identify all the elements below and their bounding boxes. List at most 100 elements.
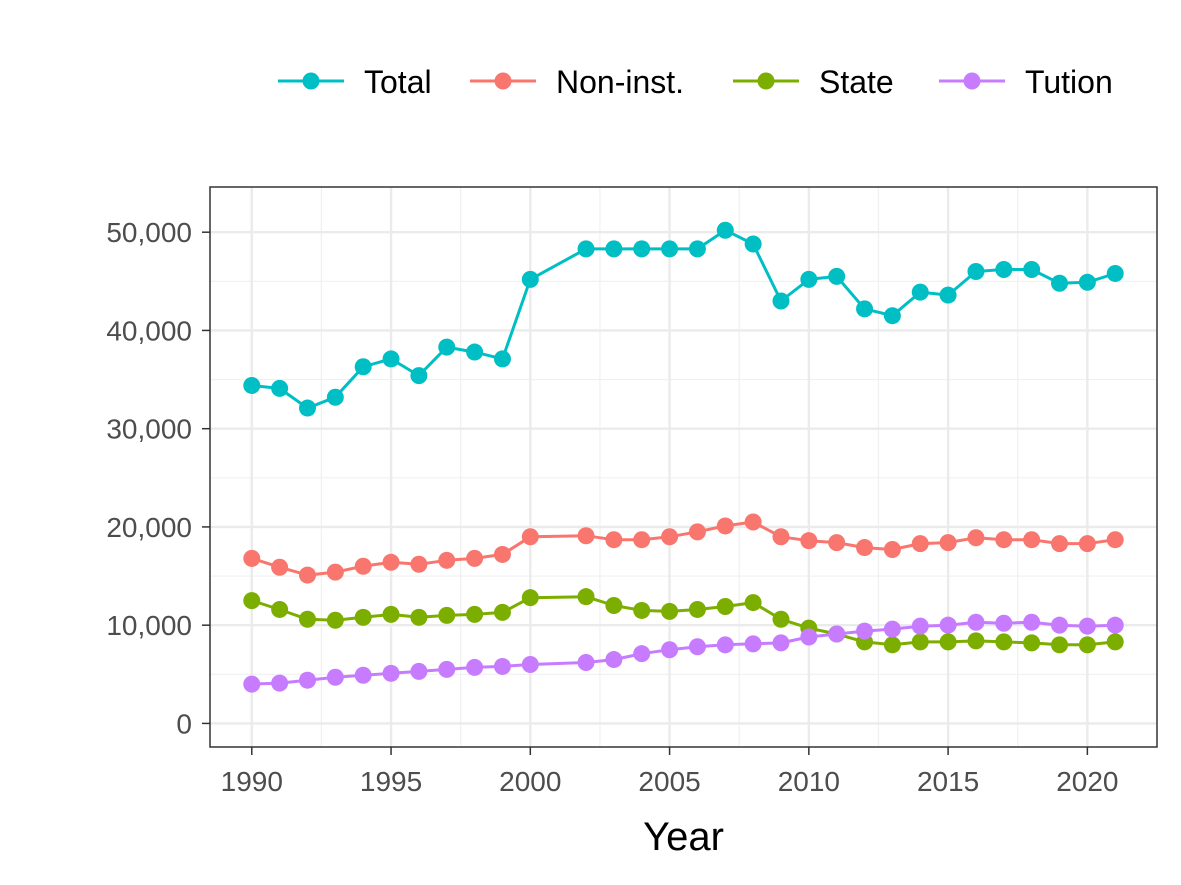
- data-point-tution-2019: [1051, 616, 1069, 634]
- x-tick-label: 2005: [638, 766, 700, 797]
- data-point-state-2000: [521, 589, 539, 607]
- data-point-non-inst-1999: [493, 545, 511, 563]
- data-point-total-2003: [605, 240, 623, 258]
- data-point-non-inst-1995: [382, 553, 400, 571]
- data-point-tution-1994: [354, 666, 372, 684]
- data-point-tution-2012: [856, 622, 874, 640]
- data-point-tution-2003: [605, 651, 623, 669]
- data-point-tution-2021: [1106, 616, 1124, 634]
- data-point-non-inst-2010: [800, 532, 818, 550]
- data-point-non-inst-2017: [995, 531, 1013, 549]
- data-point-total-2014: [911, 283, 929, 301]
- data-point-tution-2016: [967, 613, 985, 631]
- data-point-non-inst-2018: [1023, 531, 1041, 549]
- series-non-inst: [243, 513, 1124, 584]
- legend-key-point: [494, 72, 512, 90]
- legend-item-non-inst: Non-inst.: [470, 64, 684, 100]
- legend-key-point: [963, 72, 981, 90]
- legend-item-tution: Tution: [939, 64, 1113, 100]
- x-tick-label: 1995: [360, 766, 422, 797]
- data-point-tution-1997: [438, 660, 456, 678]
- data-point-non-inst-2019: [1051, 535, 1069, 553]
- data-point-state-1995: [382, 605, 400, 623]
- x-tick-label: 2000: [499, 766, 561, 797]
- data-point-non-inst-2015: [939, 534, 957, 552]
- data-point-total-1992: [298, 399, 316, 417]
- data-point-non-inst-2009: [772, 528, 790, 546]
- data-point-non-inst-2004: [633, 531, 651, 549]
- legend-label: Tution: [1025, 64, 1113, 100]
- series-layer: [243, 221, 1124, 693]
- data-point-total-1996: [410, 367, 428, 385]
- data-point-state-2014: [911, 633, 929, 651]
- data-point-non-inst-2013: [883, 541, 901, 559]
- data-point-state-1998: [466, 605, 484, 623]
- data-point-state-2017: [995, 633, 1013, 651]
- data-point-state-2020: [1078, 636, 1096, 654]
- data-point-total-1998: [466, 343, 484, 361]
- legend-key-point: [302, 72, 320, 90]
- data-point-total-2010: [800, 270, 818, 288]
- data-point-non-inst-1998: [466, 549, 484, 567]
- data-point-state-2019: [1051, 636, 1069, 654]
- data-point-non-inst-1990: [243, 549, 261, 567]
- data-point-state-1992: [298, 610, 316, 628]
- data-point-non-inst-2005: [661, 528, 679, 546]
- data-point-non-inst-2000: [521, 528, 539, 546]
- x-tick-label: 2015: [917, 766, 979, 797]
- data-point-state-2003: [605, 597, 623, 615]
- data-point-non-inst-2014: [911, 535, 929, 553]
- panel-border: [209, 186, 1158, 748]
- data-point-state-2002: [577, 588, 595, 606]
- series-state: [243, 588, 1124, 654]
- data-point-total-2016: [967, 262, 985, 280]
- data-point-total-2012: [856, 300, 874, 318]
- data-point-total-2019: [1051, 274, 1069, 292]
- data-point-state-2013: [883, 636, 901, 654]
- data-point-non-inst-2003: [605, 531, 623, 549]
- data-point-non-inst-1994: [354, 557, 372, 575]
- legend-label: Non-inst.: [556, 64, 684, 100]
- series-tution: [243, 613, 1124, 693]
- data-point-total-2002: [577, 240, 595, 258]
- legend-item-total: Total: [278, 64, 432, 100]
- data-point-tution-2004: [633, 645, 651, 663]
- data-point-state-1991: [271, 600, 289, 618]
- data-point-state-1997: [438, 606, 456, 624]
- data-point-tution-1998: [466, 658, 484, 676]
- data-point-non-inst-2016: [967, 529, 985, 547]
- data-point-total-2000: [521, 270, 539, 288]
- data-point-total-1991: [271, 379, 289, 397]
- data-point-total-2013: [883, 307, 901, 325]
- data-point-state-2004: [633, 601, 651, 619]
- data-point-tution-1991: [271, 674, 289, 692]
- data-point-total-2020: [1078, 273, 1096, 291]
- data-point-non-inst-2020: [1078, 535, 1096, 553]
- data-point-state-2005: [661, 602, 679, 620]
- data-point-state-1996: [410, 608, 428, 626]
- data-point-total-2005: [661, 240, 679, 258]
- data-point-non-inst-1996: [410, 555, 428, 573]
- data-point-non-inst-2006: [688, 523, 706, 541]
- data-point-total-2006: [688, 240, 706, 258]
- x-axis: 1990 1995 2000 2005 2010 2015 2020: [221, 747, 1119, 797]
- data-point-non-inst-2007: [716, 517, 734, 535]
- data-point-non-inst-2011: [828, 534, 846, 552]
- data-point-tution-2009: [772, 634, 790, 652]
- data-point-non-inst-2012: [856, 539, 874, 557]
- data-point-tution-1993: [326, 668, 344, 686]
- data-point-non-inst-1993: [326, 563, 344, 581]
- data-point-state-1999: [493, 603, 511, 621]
- data-point-total-2017: [995, 261, 1013, 279]
- data-point-state-2016: [967, 632, 985, 650]
- data-point-tution-1996: [410, 662, 428, 680]
- data-point-state-2021: [1106, 633, 1124, 651]
- legend: Total Non-inst. State Tution: [278, 64, 1113, 100]
- data-point-total-1999: [493, 350, 511, 368]
- y-tick-label: 30,000: [106, 414, 192, 445]
- legend-item-state: State: [733, 64, 894, 100]
- data-point-state-2008: [744, 594, 762, 612]
- data-point-tution-2000: [521, 655, 539, 673]
